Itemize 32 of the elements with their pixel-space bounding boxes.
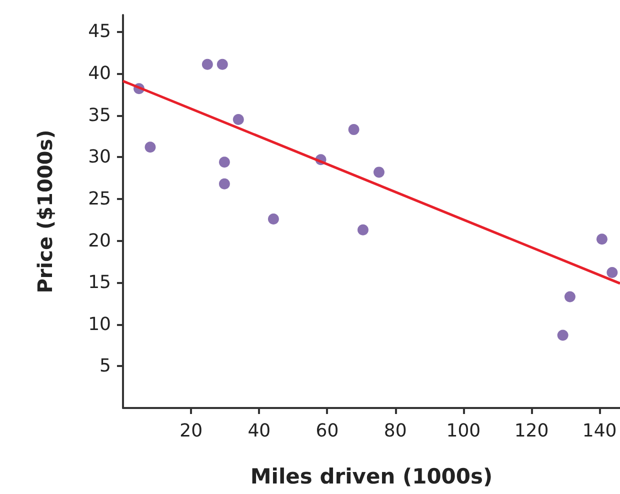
- point: [348, 124, 360, 136]
- x-tick-label: 40: [248, 420, 271, 442]
- y-tick-label: 40: [88, 63, 111, 84]
- x-tick-label: 60: [316, 420, 339, 442]
- point: [564, 291, 576, 302]
- x-tick-label: 80: [384, 420, 407, 442]
- point: [218, 156, 230, 168]
- y-tick-label: 15: [88, 272, 111, 294]
- x-tick-label: 100: [446, 420, 481, 442]
- point: [218, 178, 230, 190]
- x-tick-label: 140: [582, 420, 617, 442]
- point: [216, 58, 228, 70]
- y-tick-label: 10: [88, 314, 111, 335]
- point: [202, 58, 213, 70]
- point: [144, 142, 156, 153]
- x-axis-title: Miles driven (1000s): [250, 464, 493, 488]
- y-tick-label: 20: [88, 230, 111, 252]
- point: [232, 114, 244, 126]
- point: [557, 330, 568, 341]
- point: [358, 224, 368, 236]
- point: [606, 267, 618, 278]
- point: [268, 214, 279, 225]
- y-axis-title: Price ($1000s): [33, 130, 57, 294]
- y-tick-label: 45: [88, 21, 111, 42]
- point: [374, 166, 384, 178]
- x-tick-label: 20: [180, 420, 203, 442]
- point: [596, 234, 608, 245]
- y-tick-label: 30: [88, 146, 111, 168]
- x-tick-label: 120: [514, 420, 549, 442]
- y-tick-label: 35: [88, 104, 111, 126]
- y-tick-label: 25: [88, 188, 111, 210]
- y-tick-label: 5: [100, 356, 111, 377]
